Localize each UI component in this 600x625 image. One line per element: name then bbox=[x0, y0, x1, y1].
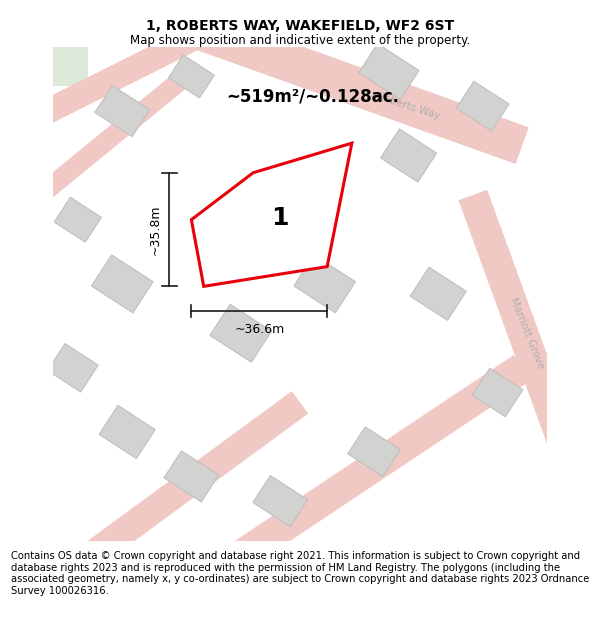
Polygon shape bbox=[169, 55, 214, 98]
Polygon shape bbox=[410, 267, 466, 321]
Polygon shape bbox=[380, 129, 437, 182]
Polygon shape bbox=[91, 255, 153, 313]
Polygon shape bbox=[253, 476, 308, 527]
Bar bbox=[53, 47, 88, 86]
Text: Contains OS data © Crown copyright and database right 2021. This information is : Contains OS data © Crown copyright and d… bbox=[11, 551, 589, 596]
Polygon shape bbox=[164, 451, 219, 502]
Polygon shape bbox=[472, 368, 523, 417]
Polygon shape bbox=[348, 427, 400, 477]
Text: Marriott Grove: Marriott Grove bbox=[508, 296, 546, 370]
Polygon shape bbox=[47, 344, 98, 392]
Polygon shape bbox=[359, 44, 419, 99]
Polygon shape bbox=[95, 86, 149, 137]
Polygon shape bbox=[210, 304, 272, 362]
Text: Map shows position and indicative extent of the property.: Map shows position and indicative extent… bbox=[130, 34, 470, 47]
Text: 1, ROBERTS WAY, WAKEFIELD, WF2 6ST: 1, ROBERTS WAY, WAKEFIELD, WF2 6ST bbox=[146, 19, 454, 33]
Polygon shape bbox=[99, 406, 155, 459]
Text: ~36.6m: ~36.6m bbox=[234, 323, 284, 336]
Text: ~35.8m: ~35.8m bbox=[149, 204, 162, 255]
Text: 1: 1 bbox=[271, 206, 289, 230]
Text: ~519m²/~0.128ac.: ~519m²/~0.128ac. bbox=[226, 88, 399, 105]
Polygon shape bbox=[54, 197, 101, 242]
Text: Roberts Way: Roberts Way bbox=[376, 91, 441, 121]
Polygon shape bbox=[294, 255, 355, 313]
Polygon shape bbox=[191, 143, 352, 286]
Polygon shape bbox=[457, 81, 509, 131]
